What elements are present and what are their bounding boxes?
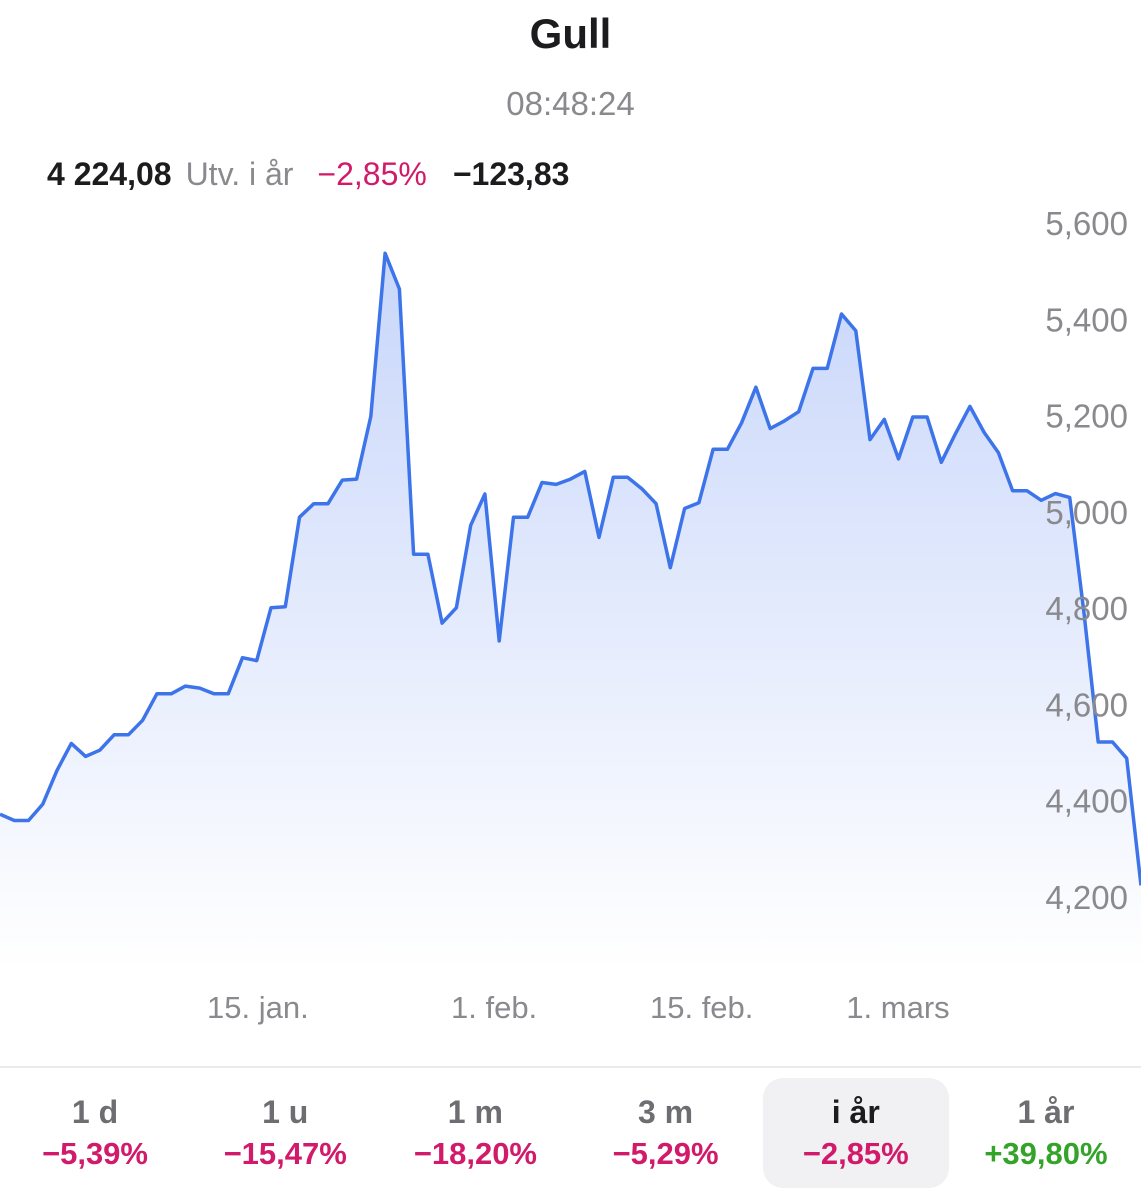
period-tab-label: 1 år [1017, 1094, 1075, 1130]
period-tab-change: −2,85% [802, 1136, 909, 1171]
period-tab-change: +39,80% [984, 1136, 1108, 1171]
x-tick-label: 1. mars [846, 990, 949, 1025]
price-chart[interactable]: 5,600 5,400 5,200 5,000 4,800 4,600 4,400 4,200… [0, 190, 1141, 1040]
period-tab-label: 1 u [262, 1094, 309, 1130]
period-tab-change: −5,29% [612, 1136, 719, 1171]
quote-summary: 4 224,08 Utv. i år −2,85% −123,83 [47, 154, 569, 194]
period-tab[interactable]: 1 m −18,20% [382, 1078, 568, 1188]
period-tab-change: −18,20% [413, 1136, 537, 1171]
period-tab[interactable]: 1 år +39,80% [953, 1078, 1139, 1188]
current-price: 4 224,08 [47, 156, 172, 192]
x-tick-label: 1. feb. [451, 990, 537, 1025]
period-tab[interactable]: 1 d −5,39% [2, 1078, 188, 1188]
timestamp: 08:48:24 [506, 85, 635, 122]
period-tab-label: 1 d [71, 1094, 119, 1130]
x-tick-label: 15. feb. [650, 990, 753, 1025]
y-tick-label: 4,200 [1045, 879, 1128, 916]
period-tab-change: −15,47% [223, 1136, 347, 1171]
change-percent: −2,85% [317, 156, 427, 192]
period-tab-label: i år [831, 1094, 880, 1130]
page-title: Gull [529, 10, 612, 57]
change-absolute: −123,83 [452, 156, 570, 192]
divider [0, 1066, 1141, 1068]
y-tick-label: 5,400 [1045, 301, 1128, 338]
change-period-label: Utv. i år [185, 156, 294, 192]
period-tab[interactable]: i år −2,85% [762, 1078, 949, 1188]
period-tab-label: 1 m [447, 1094, 503, 1130]
y-tick-label: 4,400 [1045, 783, 1128, 820]
y-tick-label: 5,200 [1045, 398, 1128, 435]
period-selector: 1 d −5,39% 1 u −15,47% 1 m −18,20% 3 m −5,29% i … [0, 1068, 1141, 1200]
y-tick-label: 5,000 [1045, 494, 1128, 531]
price-area-fill [0, 253, 1141, 971]
y-tick-label: 5,600 [1045, 205, 1128, 242]
x-tick-label: 15. jan. [207, 990, 309, 1025]
period-tab[interactable]: 3 m −5,29% [573, 1078, 759, 1188]
period-tab[interactable]: 1 u −15,47% [192, 1078, 378, 1188]
y-tick-label: 4,600 [1045, 686, 1128, 723]
period-tab-change: −5,39% [41, 1136, 148, 1171]
price-line [0, 251, 1141, 886]
y-tick-label: 4,800 [1045, 590, 1128, 627]
period-tab-label: 3 m [637, 1094, 694, 1130]
